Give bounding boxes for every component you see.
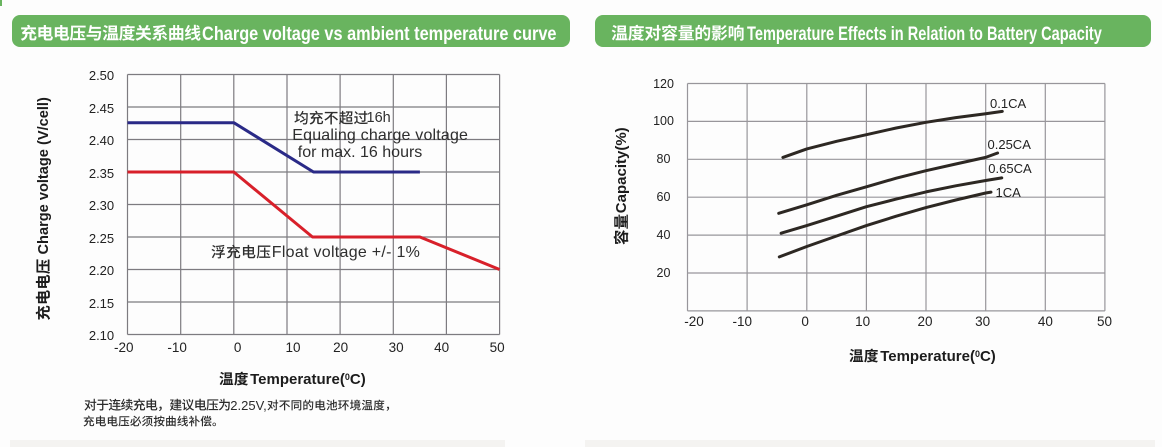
svg-text:Temperature Effects in Relatio: Temperature Effects in Relation to Batte… <box>747 24 1102 45</box>
svg-text:Charge voltage vs ambient temp: Charge voltage vs ambient temperature cu… <box>202 23 556 44</box>
